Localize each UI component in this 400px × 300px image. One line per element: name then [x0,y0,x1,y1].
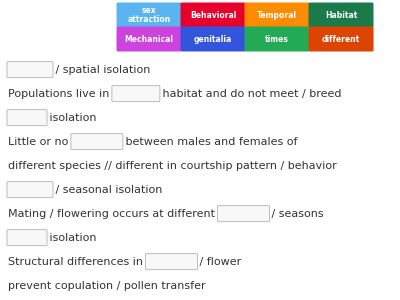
FancyBboxPatch shape [146,254,198,270]
Text: Behavioral: Behavioral [190,11,236,20]
Text: Populations live in: Populations live in [8,88,113,99]
Text: Mating / flowering occurs at different: Mating / flowering occurs at different [8,208,218,219]
FancyBboxPatch shape [218,206,270,222]
Text: Mechanical: Mechanical [124,34,174,43]
Text: habitat and do not meet / breed: habitat and do not meet / breed [159,88,341,99]
FancyBboxPatch shape [116,26,182,52]
Text: Temporal: Temporal [257,11,297,20]
Text: different species // different in courtship pattern / behavior: different species // different in courts… [8,160,337,171]
Text: prevent copulation / pollen transfer: prevent copulation / pollen transfer [8,280,206,291]
FancyBboxPatch shape [308,2,374,28]
Text: / seasons: / seasons [268,208,324,219]
Text: Little or no: Little or no [8,136,72,147]
Text: isolation: isolation [46,112,96,123]
FancyBboxPatch shape [116,2,182,28]
Text: Habitat: Habitat [325,11,357,20]
FancyBboxPatch shape [308,26,374,52]
FancyBboxPatch shape [112,85,160,102]
Text: different: different [322,34,360,43]
FancyBboxPatch shape [7,61,53,78]
Text: Structural differences in: Structural differences in [8,256,146,267]
FancyBboxPatch shape [7,182,53,198]
Text: between males and females of: between males and females of [122,136,297,147]
FancyBboxPatch shape [7,110,47,126]
Text: times: times [265,34,289,43]
FancyBboxPatch shape [244,2,310,28]
FancyBboxPatch shape [71,134,123,150]
Text: isolation: isolation [46,232,96,243]
Text: sex
attraction: sex attraction [127,6,171,24]
Text: genitalia: genitalia [194,34,232,43]
FancyBboxPatch shape [180,26,246,52]
Text: / seasonal isolation: / seasonal isolation [52,184,162,195]
Text: / flower: / flower [196,256,242,267]
FancyBboxPatch shape [180,2,246,28]
Text: / spatial isolation: / spatial isolation [52,64,150,75]
FancyBboxPatch shape [244,26,310,52]
FancyBboxPatch shape [7,230,47,246]
